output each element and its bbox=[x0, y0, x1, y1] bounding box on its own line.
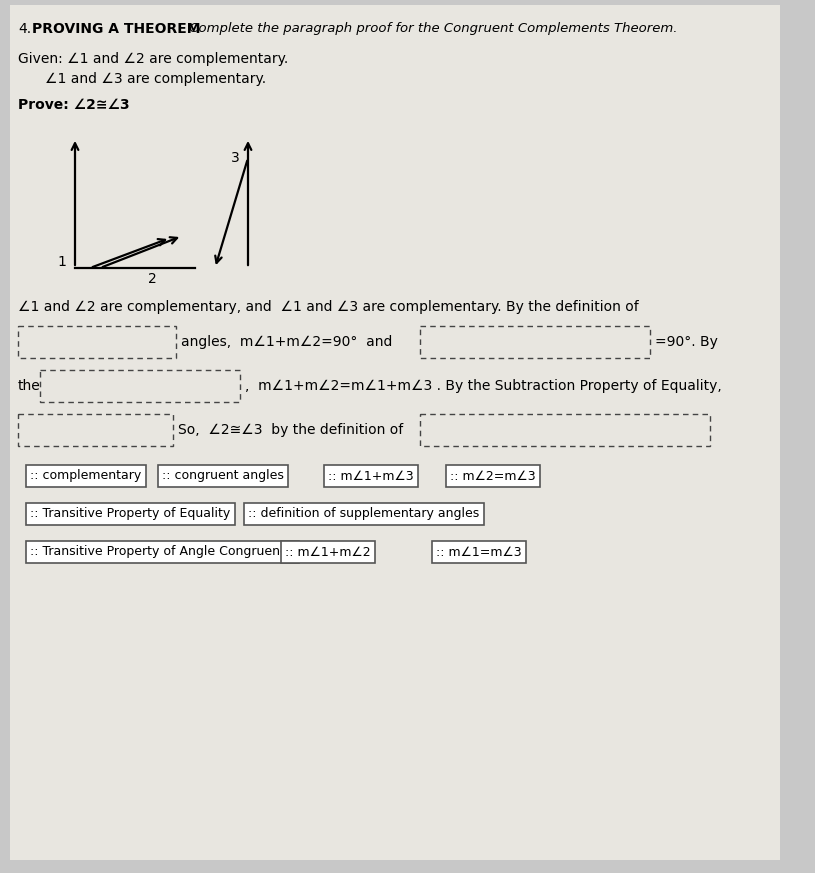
Text: :: Transitive Property of Equality: :: Transitive Property of Equality bbox=[30, 507, 231, 520]
Text: :: m∠1+m∠3: :: m∠1+m∠3 bbox=[328, 470, 414, 483]
Bar bbox=[420, 414, 710, 446]
Bar bbox=[420, 326, 650, 358]
Text: Prove: ∠2≅∠3: Prove: ∠2≅∠3 bbox=[18, 98, 130, 112]
Text: :: definition of supplementary angles: :: definition of supplementary angles bbox=[248, 507, 479, 520]
Text: Given: ∠1 and ∠2 are complementary.: Given: ∠1 and ∠2 are complementary. bbox=[18, 52, 289, 66]
Text: 4.: 4. bbox=[18, 22, 31, 36]
Bar bbox=[18, 414, 173, 446]
Bar bbox=[18, 326, 176, 358]
Text: So,  ∠2≅∠3  by the definition of: So, ∠2≅∠3 by the definition of bbox=[178, 423, 403, 437]
Text: 3: 3 bbox=[231, 151, 240, 165]
Text: 1: 1 bbox=[58, 255, 67, 269]
Text: ∠1 and ∠3 are complementary.: ∠1 and ∠3 are complementary. bbox=[45, 72, 267, 86]
Text: the: the bbox=[18, 379, 41, 393]
Text: :: complementary: :: complementary bbox=[30, 470, 141, 483]
Text: angles,  m∠1+m∠2=90°  and: angles, m∠1+m∠2=90° and bbox=[181, 335, 392, 349]
Text: :: congruent angles: :: congruent angles bbox=[162, 470, 284, 483]
Text: 2: 2 bbox=[148, 272, 156, 286]
Text: ∠1 and ∠2 are complementary, and  ∠1 and ∠3 are complementary. By the definition: ∠1 and ∠2 are complementary, and ∠1 and … bbox=[18, 300, 639, 314]
Text: ,  m∠1+m∠2=m∠1+m∠3 . By the Subtraction Property of Equality,: , m∠1+m∠2=m∠1+m∠3 . By the Subtraction P… bbox=[245, 379, 722, 393]
Text: PROVING A THEOREM: PROVING A THEOREM bbox=[32, 22, 200, 36]
Text: Complete the paragraph proof for the Congruent Complements Theorem.: Complete the paragraph proof for the Con… bbox=[185, 22, 677, 35]
FancyBboxPatch shape bbox=[10, 5, 780, 860]
Bar bbox=[40, 370, 240, 402]
Text: :: Transitive Property of Angle Congruence: :: Transitive Property of Angle Congruen… bbox=[30, 546, 295, 559]
Text: :: m∠1+m∠2: :: m∠1+m∠2 bbox=[285, 546, 371, 559]
Text: :: m∠2=m∠3: :: m∠2=m∠3 bbox=[450, 470, 535, 483]
Text: =90°. By: =90°. By bbox=[655, 335, 718, 349]
Text: :: m∠1=m∠3: :: m∠1=m∠3 bbox=[436, 546, 522, 559]
